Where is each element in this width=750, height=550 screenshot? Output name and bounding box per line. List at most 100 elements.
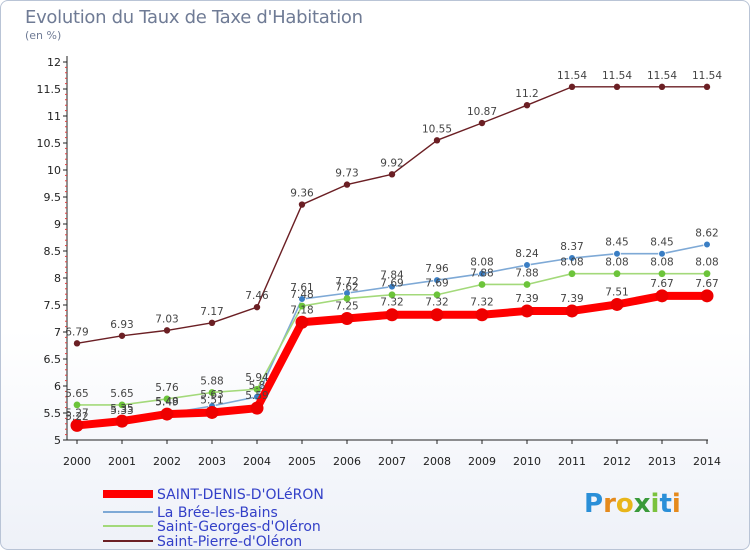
y-tick-label: 9.5: [44, 191, 62, 204]
legend-label: Saint-Georges-d'Oléron: [157, 519, 321, 535]
data-label: 7.67: [650, 278, 673, 290]
data-point: [388, 171, 396, 178]
data-point: [523, 261, 531, 269]
data-point: [703, 240, 711, 249]
data-label: 5.48: [155, 396, 178, 408]
y-tick-label: 9: [54, 218, 61, 231]
data-point: [73, 401, 81, 409]
data-label: 7.46: [245, 290, 269, 302]
data-label: 8.08: [695, 257, 718, 269]
data-point: [433, 291, 441, 299]
data-point: [388, 282, 396, 291]
logo-letter: i: [650, 489, 660, 519]
y-tick-label: 12: [47, 56, 61, 69]
data-label: 7.51: [605, 286, 628, 298]
data-point: [478, 269, 486, 278]
data-label: 5.33: [110, 405, 133, 417]
data-label: 10.55: [422, 123, 452, 135]
data-point: [613, 270, 621, 278]
data-point: [115, 414, 129, 428]
data-label: 6.79: [65, 326, 88, 338]
y-tick-label: 7: [54, 326, 61, 339]
data-point: [433, 137, 441, 144]
data-point: [613, 83, 621, 91]
data-label: 7.39: [560, 293, 583, 305]
legend-label: Saint-Pierre-d'Oléron: [157, 534, 302, 549]
x-tick-label: 2012: [603, 455, 631, 468]
data-point: [298, 201, 306, 208]
proxiti-logo: Proxiti: [584, 489, 681, 519]
x-tick-label: 2014: [693, 455, 721, 468]
data-point: [700, 289, 714, 303]
data-point: [295, 315, 309, 329]
data-label: 7.32: [470, 297, 493, 309]
data-label: 7.39: [515, 293, 538, 305]
legend-label: La Brée-les-Bains: [157, 505, 278, 521]
data-point: [523, 102, 531, 109]
data-label: 11.54: [647, 70, 677, 82]
data-point: [118, 332, 126, 339]
data-label: 8.37: [560, 241, 583, 253]
data-point: [520, 304, 534, 318]
data-label: 5.35: [110, 403, 133, 415]
x-tick-label: 2013: [648, 455, 676, 468]
data-point: [298, 302, 306, 310]
data-point: [343, 295, 351, 302]
data-label: 5.63: [200, 389, 223, 401]
data-point: [610, 297, 624, 311]
y-tick-label: 7.5: [44, 299, 62, 312]
logo-letter: x: [633, 489, 651, 519]
x-tick-label: 2006: [333, 455, 361, 468]
data-point: [703, 83, 711, 91]
data-label: 8.45: [605, 237, 628, 249]
legend-label: SAINT-DENIS-D'OLéRON: [157, 487, 324, 503]
data-label: 7.69: [425, 278, 448, 290]
data-point: [118, 401, 126, 409]
x-tick-label: 2008: [423, 455, 451, 468]
data-point: [658, 249, 666, 258]
x-tick-label: 2003: [198, 455, 226, 468]
data-point: [388, 291, 396, 299]
data-label: 9.73: [335, 168, 358, 180]
data-label: 5.94: [245, 372, 269, 384]
data-point: [565, 304, 579, 318]
data-label: 7.72: [335, 276, 358, 288]
data-point: [205, 405, 219, 419]
data-point: [163, 327, 171, 334]
data-label: 7.25: [335, 301, 358, 313]
x-tick-label: 2001: [108, 455, 136, 468]
data-point: [253, 303, 261, 311]
data-point: [208, 389, 216, 396]
data-label: 7.84: [380, 270, 404, 282]
data-label: 7.17: [200, 306, 223, 318]
data-label: 11.54: [557, 70, 587, 82]
data-label: 7.62: [335, 282, 358, 294]
data-point: [343, 181, 351, 188]
data-point: [250, 401, 264, 415]
y-tick-label: 8: [54, 272, 61, 285]
x-tick-label: 2007: [378, 455, 406, 468]
x-tick-label: 2000: [63, 455, 91, 468]
y-tick-label: 5: [54, 434, 61, 447]
data-label: 11.54: [692, 70, 722, 82]
data-label: 11.2: [515, 88, 538, 100]
x-tick-label: 2009: [468, 455, 496, 468]
data-point: [658, 270, 666, 278]
data-label: 5.65: [110, 388, 133, 400]
data-label: 7.03: [155, 313, 178, 325]
data-label: 11.54: [602, 70, 632, 82]
logo-letter: t: [659, 489, 672, 519]
data-point: [253, 385, 261, 393]
data-label: 5.22: [65, 411, 88, 423]
data-label: 7.32: [425, 297, 448, 309]
data-label: 6.93: [110, 319, 133, 331]
data-label: 7.18: [290, 304, 313, 316]
data-point: [73, 340, 81, 347]
x-tick-label: 2011: [558, 455, 586, 468]
data-point: [478, 119, 486, 127]
data-point: [70, 418, 84, 432]
data-label: 9.92: [380, 157, 403, 169]
data-label: 5.88: [200, 375, 223, 387]
